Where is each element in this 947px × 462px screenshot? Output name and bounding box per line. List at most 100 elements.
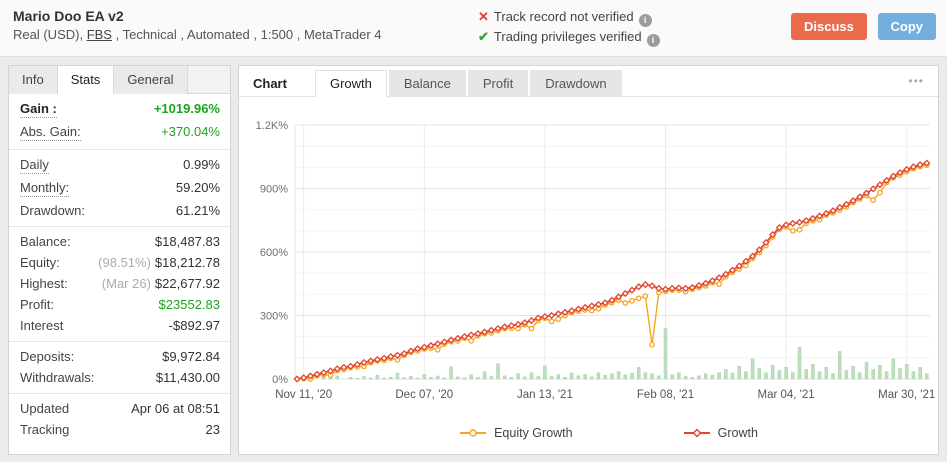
stat-value: (98.51%)$18,212.78 bbox=[98, 255, 220, 270]
stat-row-profit: Profit: $23552.83 bbox=[9, 294, 230, 315]
stat-label: Equity: bbox=[20, 255, 60, 270]
stat-row-deposits: Deposits: $9,972.84 bbox=[9, 341, 230, 367]
chart-tab-growth[interactable]: Growth bbox=[315, 70, 387, 98]
y-axis-label: 0% bbox=[272, 374, 288, 386]
y-axis-label: 600% bbox=[260, 247, 288, 259]
stat-label: Balance: bbox=[20, 234, 71, 249]
stats-sidebar: InfoStatsGeneral Gain : +1019.96% Abs. Gai… bbox=[8, 65, 231, 455]
y-axis-label: 900% bbox=[260, 184, 288, 196]
stat-label[interactable]: Monthly: bbox=[20, 180, 69, 197]
stat-row-interest: Interest -$892.97 bbox=[9, 315, 230, 336]
stat-row-withdrawals: Withdrawals: $11,430.00 bbox=[9, 367, 230, 388]
x-axis-label: Dec 07, '20 bbox=[395, 389, 453, 401]
legend-item-growth[interactable]: Growth bbox=[683, 426, 758, 440]
stat-value: Apr 06 at 08:51 bbox=[131, 401, 220, 416]
circle-marker-swatch bbox=[459, 428, 487, 438]
sidebar-tab-stats[interactable]: Stats bbox=[58, 66, 115, 94]
sidebar-tab-general[interactable]: General bbox=[114, 66, 187, 94]
privileges-row: ✔ Trading privileges verified i bbox=[478, 27, 660, 47]
growth-chart-area: 0% 300% 600% 900% 1.2K% Nov 11, '20 Dec 07, '2… bbox=[239, 97, 938, 440]
growth-chart: 0% 300% 600% 900% 1.2K% Nov 11, '20 Dec 07, '2… bbox=[239, 105, 938, 415]
privileges-text: Trading privileges verified bbox=[494, 29, 642, 44]
stat-label: Updated bbox=[20, 401, 69, 416]
stat-value: 23 bbox=[206, 422, 220, 437]
growth-line bbox=[294, 160, 929, 381]
stat-label: Highest: bbox=[20, 276, 68, 291]
chart-tab-drawdown[interactable]: Drawdown bbox=[530, 70, 621, 97]
stat-value: $11,430.00 bbox=[156, 370, 220, 385]
stat-row-gain: Gain : +1019.96% bbox=[9, 98, 230, 121]
track-record-text: Track record not verified bbox=[494, 9, 634, 24]
chart-tab-profit[interactable]: Profit bbox=[468, 70, 528, 97]
y-axis-label: 1.2K% bbox=[256, 120, 289, 132]
stat-label[interactable]: Abs. Gain: bbox=[20, 124, 81, 141]
sidebar-tab-info[interactable]: Info bbox=[9, 66, 58, 94]
stats-list: Gain : +1019.96% Abs. Gain: +370.04% Daily 0.… bbox=[9, 94, 230, 440]
stat-value: $23552.83 bbox=[159, 297, 220, 312]
x-axis-label: Mar 04, '21 bbox=[758, 389, 815, 401]
chart-panel: ChartGrowthBalanceProfitDrawdown ••• 0%3… bbox=[238, 65, 939, 455]
chart-grid bbox=[295, 125, 930, 379]
chart-tab-strip: GrowthBalanceProfitDrawdown bbox=[315, 76, 624, 91]
equity-growth-line bbox=[295, 163, 929, 381]
chart-tab-balance[interactable]: Balance bbox=[389, 70, 466, 97]
x-axis-label: Feb 08, '21 bbox=[637, 389, 694, 401]
stat-row-equity: Equity: (98.51%)$18,212.78 bbox=[9, 252, 230, 273]
copy-button[interactable]: Copy bbox=[878, 13, 937, 40]
stat-label: Withdrawals: bbox=[20, 370, 94, 385]
track-record-row: ✕ Track record not verified i bbox=[478, 7, 660, 27]
account-attributes: , Technical , Automated , 1:500 , MetaTr… bbox=[112, 27, 382, 42]
verification-block: ✕ Track record not verified i ✔ Trading pri… bbox=[478, 7, 660, 47]
stat-value: -$892.97 bbox=[169, 318, 220, 333]
account-title: Mario Doo EA v2 bbox=[13, 8, 124, 24]
stat-row-monthly: Monthly: 59.20% bbox=[9, 177, 230, 200]
account-subtitle: Real (USD), FBS , Technical , Automated … bbox=[13, 27, 382, 42]
legend-label: Equity Growth bbox=[494, 426, 573, 440]
chart-section-label: Chart bbox=[251, 70, 301, 97]
chart-legend: Equity Growth Growth bbox=[239, 418, 938, 440]
chart-menu-icon[interactable]: ••• bbox=[908, 74, 924, 88]
stat-label[interactable]: Daily bbox=[20, 157, 49, 174]
x-axis-label: Mar 30, '21 bbox=[878, 389, 935, 401]
stat-value: 61.21% bbox=[176, 203, 220, 218]
legend-label: Growth bbox=[718, 426, 758, 440]
stat-label: Profit: bbox=[20, 297, 54, 312]
stat-value-prefix: (98.51%) bbox=[98, 255, 151, 270]
account-type: Real (USD), bbox=[13, 27, 87, 42]
stat-row-daily: Daily 0.99% bbox=[9, 149, 230, 177]
stat-row-abs-gain: Abs. Gain: +370.04% bbox=[9, 121, 230, 144]
not-verified-icon: ✕ bbox=[478, 9, 489, 24]
verified-icon: ✔ bbox=[478, 29, 489, 44]
stat-value: 59.20% bbox=[176, 180, 220, 195]
info-icon[interactable]: i bbox=[647, 34, 660, 47]
stat-value: $18,487.83 bbox=[155, 234, 220, 249]
stat-label[interactable]: Gain : bbox=[20, 101, 57, 118]
stat-value: 0.99% bbox=[183, 157, 220, 172]
stat-value: (Mar 26)$22,677.92 bbox=[102, 276, 220, 291]
chart-tabs: Chart GrowthBalanceProfitDrawdown ••• bbox=[239, 66, 938, 97]
x-axis-label: Jan 13, '21 bbox=[517, 389, 573, 401]
stat-value: +370.04% bbox=[161, 124, 220, 139]
stat-label: Interest bbox=[20, 318, 63, 333]
stat-value-prefix: (Mar 26) bbox=[102, 276, 151, 291]
stat-value: +1019.96% bbox=[154, 101, 220, 116]
stat-value: $9,972.84 bbox=[162, 349, 220, 364]
info-icon[interactable]: i bbox=[639, 14, 652, 27]
sidebar-tabs: InfoStatsGeneral bbox=[9, 66, 230, 94]
x-axis-label: Nov 11, '20 bbox=[275, 389, 332, 401]
page: { "header": { "title": "Mario Doo EA v2"… bbox=[0, 0, 947, 462]
stat-label: Deposits: bbox=[20, 349, 74, 364]
account-header: Mario Doo EA v2 Real (USD), FBS , Techni… bbox=[0, 0, 947, 57]
y-axis-label: 300% bbox=[260, 311, 288, 323]
stat-label: Tracking bbox=[20, 422, 69, 437]
stat-row-updated: Updated Apr 06 at 08:51 bbox=[9, 393, 230, 419]
axis-labels: 0% 300% 600% 900% 1.2K% Nov 11, '20 Dec 07, '2… bbox=[256, 120, 936, 401]
stat-row-balance: Balance: $18,487.83 bbox=[9, 226, 230, 252]
legend-item-equity-growth[interactable]: Equity Growth bbox=[459, 426, 573, 440]
discuss-button[interactable]: Discuss bbox=[791, 13, 867, 40]
stat-label: Drawdown: bbox=[20, 203, 85, 218]
stat-row-highest: Highest: (Mar 26)$22,677.92 bbox=[9, 273, 230, 294]
broker-link[interactable]: FBS bbox=[87, 27, 112, 42]
stat-row-tracking: Tracking 23 bbox=[9, 419, 230, 440]
header-buttons: Discuss Copy bbox=[791, 13, 936, 40]
